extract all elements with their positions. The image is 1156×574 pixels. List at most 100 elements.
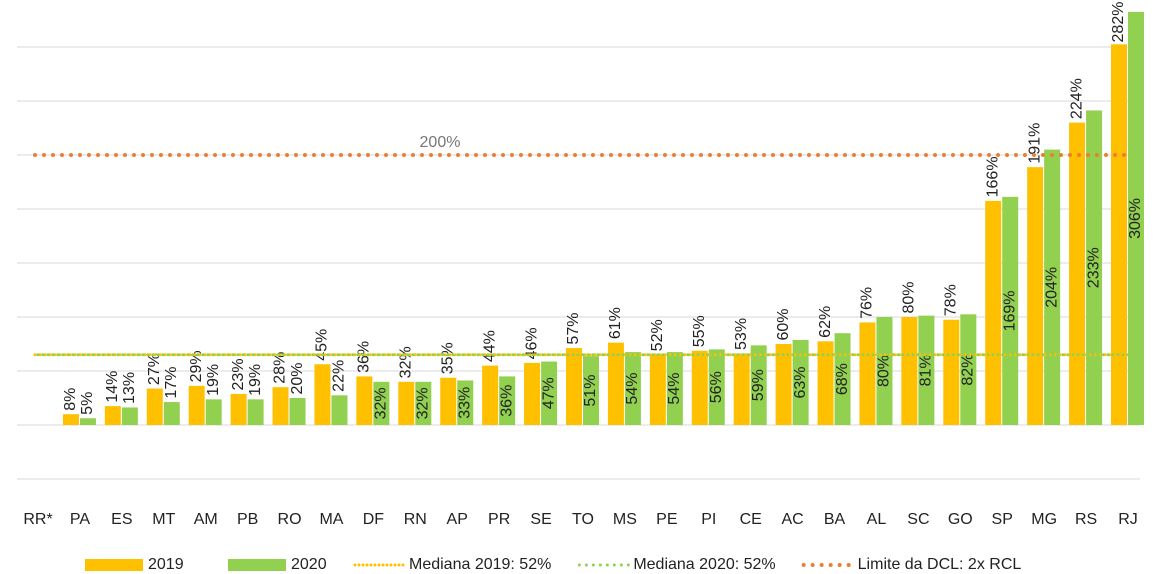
x-tick-label: RJ xyxy=(1118,511,1138,528)
data-label: 63% xyxy=(792,366,809,398)
data-label: 169% xyxy=(1001,290,1018,331)
legend-label: 2020 xyxy=(291,556,327,573)
bar xyxy=(1069,122,1086,425)
bar xyxy=(289,398,306,425)
data-label: 36% xyxy=(356,341,373,373)
bar xyxy=(566,348,582,425)
data-label: 191% xyxy=(1026,123,1043,164)
x-tick-label: RN xyxy=(404,511,427,528)
data-label: 19% xyxy=(205,364,222,396)
x-tick-label: AL xyxy=(867,511,887,528)
bar xyxy=(859,322,876,425)
data-label: 23% xyxy=(230,358,247,390)
data-label: 81% xyxy=(918,354,935,386)
data-label: 47% xyxy=(540,377,557,409)
data-label: 52% xyxy=(649,319,666,351)
bar xyxy=(524,362,541,425)
bar xyxy=(541,361,558,425)
data-label: 14% xyxy=(104,371,121,403)
data-label: 32% xyxy=(398,346,415,378)
x-tick-label: MS xyxy=(613,511,637,528)
x-tick-label: TO xyxy=(572,511,594,528)
bar xyxy=(272,387,289,425)
bar xyxy=(1111,44,1127,426)
x-tick-label: MA xyxy=(319,511,343,528)
bar xyxy=(314,364,331,425)
data-label: 28% xyxy=(272,352,289,384)
data-label: 54% xyxy=(624,373,641,405)
bar xyxy=(607,342,624,425)
x-tick-label: PA xyxy=(70,511,90,528)
data-label: 62% xyxy=(817,306,834,338)
data-label: 19% xyxy=(247,364,264,396)
data-label: 13% xyxy=(121,372,138,404)
x-tick-label: AC xyxy=(781,511,803,528)
x-tick-label: MT xyxy=(152,511,175,528)
bar xyxy=(708,349,725,425)
data-label: 56% xyxy=(708,371,725,403)
data-label: 82% xyxy=(960,354,977,386)
bar xyxy=(121,407,138,425)
bar xyxy=(230,393,247,425)
bar xyxy=(691,350,708,425)
bar xyxy=(104,406,121,425)
data-label: 60% xyxy=(775,308,792,340)
bar xyxy=(918,315,935,425)
data-label: 46% xyxy=(523,327,540,359)
data-label: 51% xyxy=(582,375,599,407)
bar xyxy=(901,317,918,425)
bar xyxy=(205,399,222,425)
data-label: 204% xyxy=(1043,267,1060,308)
x-tick-label: RS xyxy=(1075,511,1097,528)
bar xyxy=(356,376,373,425)
x-tick-label: PE xyxy=(656,511,677,528)
x-tick-label: PR xyxy=(488,511,510,528)
data-label: 54% xyxy=(666,373,683,405)
bar xyxy=(775,344,792,425)
x-tick-label: MG xyxy=(1031,511,1057,528)
legend-label: 2019 xyxy=(148,556,184,573)
data-label: 80% xyxy=(901,281,918,313)
data-label: 44% xyxy=(481,330,498,362)
x-tick-label: AM xyxy=(194,511,218,528)
bar xyxy=(943,319,960,425)
bar xyxy=(666,352,683,425)
data-label: 61% xyxy=(607,307,624,339)
data-label: 57% xyxy=(565,313,582,345)
data-label: 53% xyxy=(733,318,750,350)
bar xyxy=(247,399,264,425)
data-label: 29% xyxy=(188,350,205,382)
x-tick-label: RR* xyxy=(23,511,52,528)
x-tick-label: SC xyxy=(907,511,929,528)
reference-label: 200% xyxy=(420,134,461,151)
legend-swatch xyxy=(228,559,286,571)
bar xyxy=(79,418,96,425)
data-label: 233% xyxy=(1085,247,1102,288)
bar xyxy=(649,354,666,425)
data-label: 22% xyxy=(331,360,348,392)
data-label: 32% xyxy=(373,387,390,419)
bar xyxy=(750,345,767,425)
bar xyxy=(457,380,474,425)
bar xyxy=(1128,11,1144,426)
bar xyxy=(440,377,457,425)
bar xyxy=(62,414,79,425)
bar xyxy=(960,314,977,425)
bar xyxy=(373,381,390,425)
bar xyxy=(1086,110,1103,425)
legend-label: Mediana 2020: 52% xyxy=(633,556,775,573)
x-tick-label: PB xyxy=(237,511,258,528)
data-label: 32% xyxy=(415,387,432,419)
legend-label: Limite da DCL: 2x RCL xyxy=(858,556,1022,573)
data-label: 35% xyxy=(439,342,456,374)
data-label: 33% xyxy=(456,387,473,419)
x-tick-label: SP xyxy=(992,511,1013,528)
x-tick-label: GO xyxy=(948,511,973,528)
x-tick-label: BA xyxy=(824,511,846,528)
bar xyxy=(188,385,205,425)
data-label: 36% xyxy=(498,385,515,417)
x-tick-label: RO xyxy=(278,511,302,528)
data-label: 224% xyxy=(1068,78,1085,119)
bar xyxy=(985,200,1002,425)
